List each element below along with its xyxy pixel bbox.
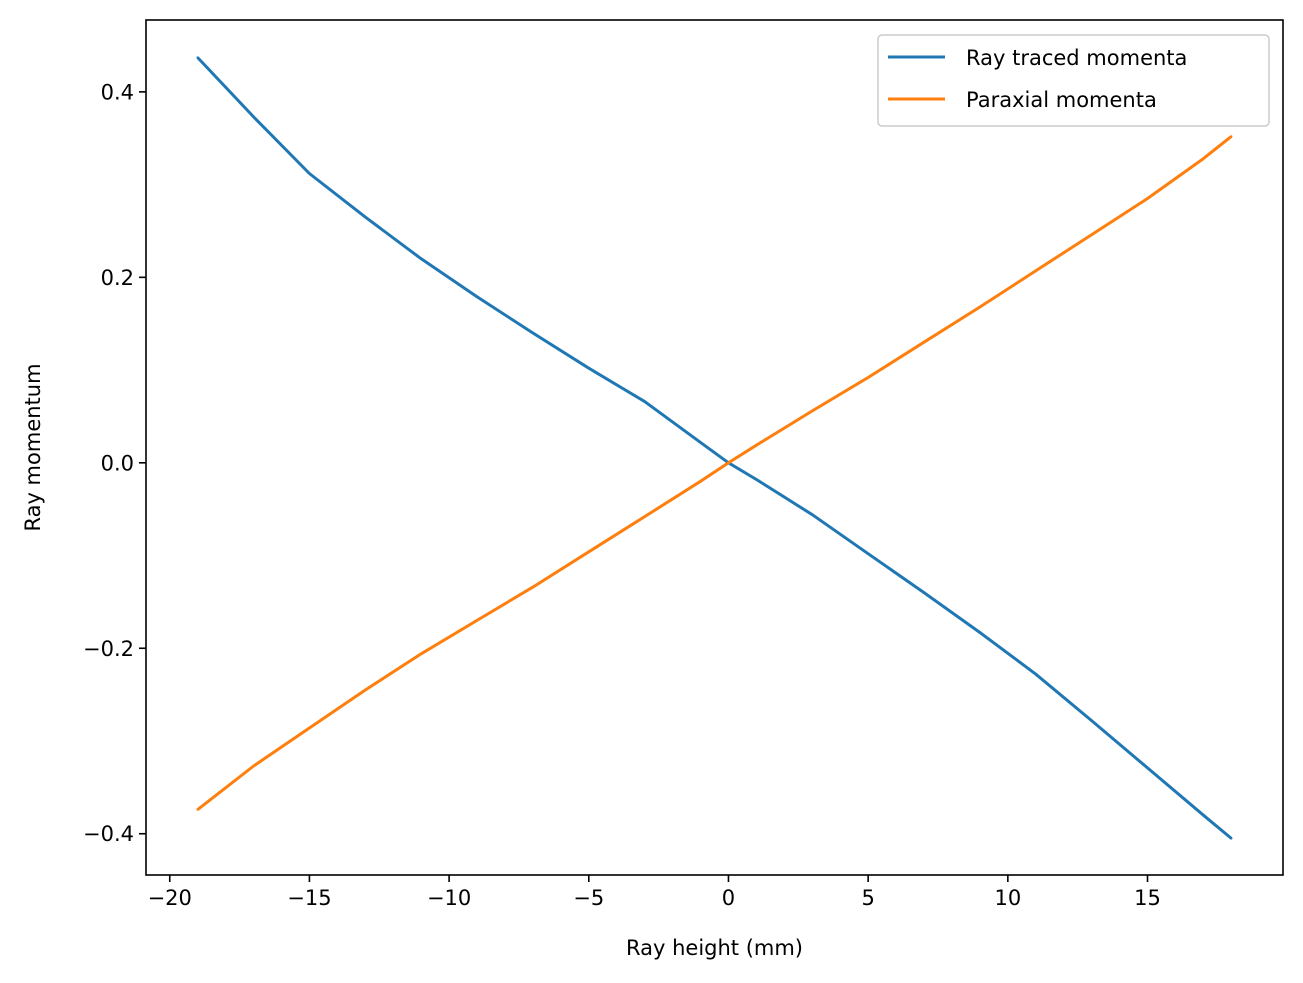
x-tick-label: −10: [427, 886, 471, 910]
x-tick-label: 15: [1134, 886, 1161, 910]
legend-box: [877, 34, 1270, 127]
series-1-point: [643, 515, 646, 518]
series-1-point: [922, 341, 926, 344]
series-0-point: [420, 257, 423, 260]
series-1-point: [978, 305, 982, 309]
series-0-point: [1090, 719, 1093, 722]
y-axis-label: Ray momentum: [21, 363, 45, 531]
series-0-point: [308, 172, 311, 175]
y-tick-label: 0.0: [101, 451, 134, 475]
x-tick-label: −15: [287, 886, 331, 910]
x-tick-label: 0: [722, 886, 735, 910]
x-axis-label: Ray height (mm): [626, 936, 803, 960]
series-1-point: [475, 619, 479, 622]
y-axis-ticks: −0.4 −0.2 0.0 0.2 0.4: [83, 80, 146, 846]
series-0-point: [252, 115, 255, 119]
series-0-point: [531, 331, 535, 335]
series-1-point: [308, 726, 311, 730]
series-1-point: [531, 585, 535, 589]
x-tick-label: 10: [994, 886, 1021, 910]
x-tick-label: −20: [148, 886, 192, 910]
series-0-point: [196, 56, 199, 59]
series-1-point: [252, 764, 255, 768]
legend-label-ray-traced: Ray traced momenta: [966, 46, 1187, 70]
series-layer: [196, 56, 1233, 840]
series-1-point: [1034, 269, 1038, 272]
series-1-point: [811, 409, 814, 413]
series-1-point: [1202, 157, 1205, 160]
x-tick-label: −5: [573, 886, 604, 910]
series-0-point: [699, 441, 702, 444]
series-0-point: [364, 215, 367, 219]
series-0-point: [1034, 673, 1038, 676]
series-0-point: [1146, 766, 1149, 770]
x-tick-label: 5: [861, 886, 874, 910]
series-1-point: [420, 652, 423, 655]
series-1-point: [1090, 233, 1093, 236]
series-0-point: [587, 367, 590, 370]
x-axis-ticks: −20 −15 −10 −5 0 5 10 15: [148, 875, 1161, 910]
series-0-point: [1230, 837, 1233, 840]
y-tick-label: 0.4: [101, 80, 134, 104]
series-0-point: [811, 513, 814, 516]
series-1-point: [587, 550, 590, 553]
y-tick-label: 0.2: [101, 266, 134, 290]
series-0-point: [755, 478, 758, 481]
series-0-point: [475, 295, 479, 298]
series-0-point: [978, 631, 982, 634]
series-0-point: [1202, 814, 1205, 817]
y-tick-label: −0.2: [83, 637, 134, 661]
legend: Ray traced momenta Paraxial momenta: [877, 34, 1270, 127]
series-1-point: [1146, 197, 1149, 200]
series-0-point: [866, 552, 870, 555]
series-1-point: [755, 444, 758, 447]
series-0-point: [643, 400, 646, 403]
y-tick-label: −0.4: [83, 822, 134, 846]
series-1-point: [699, 480, 702, 483]
series-1-point: [1230, 135, 1233, 138]
series-1-point: [727, 461, 730, 464]
series-0-point: [922, 591, 926, 594]
series-1-point: [364, 688, 367, 692]
legend-label-paraxial: Paraxial momenta: [966, 88, 1157, 112]
series-1-point: [866, 376, 870, 379]
series-1-point: [196, 808, 199, 811]
plot-frame: [145, 19, 1284, 876]
